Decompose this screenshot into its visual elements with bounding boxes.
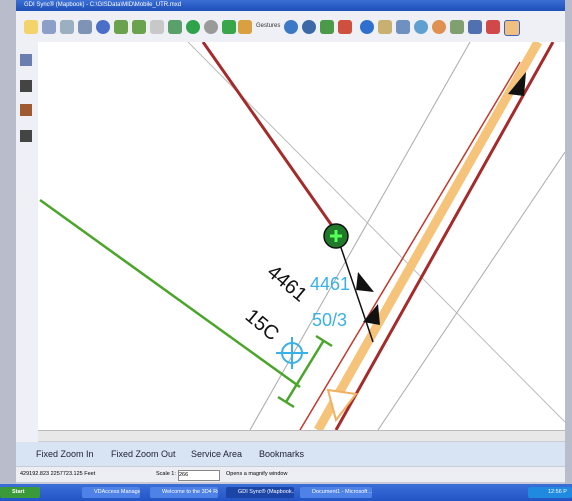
screen: GDI Sync® (Mapbook) - C:\GISData\MID\Mob… (0, 0, 572, 501)
tool-icon[interactable] (222, 20, 236, 34)
map-line (250, 42, 470, 430)
toolbar: Gestures (16, 11, 565, 42)
tool-icon[interactable] (504, 20, 520, 36)
tool-icon[interactable] (186, 20, 200, 34)
title-bar: GDI Sync® (Mapbook) - C:\GISData\MID\Mob… (16, 0, 565, 11)
map-line (278, 397, 294, 407)
tool-icon[interactable] (284, 20, 298, 34)
map-label: 50/3 (312, 310, 347, 330)
tool-icon[interactable] (20, 130, 32, 142)
gestures-label[interactable]: Gestures (256, 23, 280, 29)
tool-icon[interactable] (42, 20, 56, 34)
tool-icon[interactable] (24, 20, 38, 34)
taskbar-item[interactable]: Welcome to the 3D4 Ren... (150, 487, 218, 498)
map[interactable]: 4461 15C 4461 50/3 (38, 42, 565, 430)
map-label: 4461 (310, 274, 350, 294)
tab[interactable]: Fixed Zoom In (36, 449, 94, 459)
tab[interactable]: Fixed Zoom Out (111, 449, 176, 459)
arrow (363, 304, 380, 325)
map-symbol (276, 337, 308, 369)
scale-label: Scale 1: (156, 467, 176, 482)
taskbar-item[interactable]: Document1 - Microsoft ... (300, 487, 372, 498)
coordinates: 429192.823 2257723.125 Feet (20, 467, 95, 482)
tool-icon[interactable] (302, 20, 316, 34)
side-toolbar (16, 42, 38, 442)
map-label: 15C (241, 305, 283, 345)
left-margin (0, 0, 16, 484)
right-margin (565, 0, 572, 484)
map-line (40, 200, 300, 387)
tool-icon[interactable] (150, 20, 164, 34)
start-button[interactable]: Start (0, 487, 40, 498)
tab[interactable]: Bookmarks (259, 449, 304, 459)
tool-icon[interactable] (96, 20, 110, 34)
taskbar-item[interactable]: GDI Sync® (Mapbook... (226, 487, 294, 498)
tool-icon[interactable] (468, 20, 482, 34)
tool-icon[interactable] (20, 80, 32, 92)
map-line (203, 42, 335, 230)
tool-icon[interactable] (396, 20, 410, 34)
tool-icon[interactable] (338, 20, 352, 34)
tool-icon[interactable] (320, 20, 334, 34)
arrow (356, 272, 374, 292)
map-line (378, 152, 565, 430)
map-line (336, 42, 553, 430)
tab-bar: Fixed Zoom In Fixed Zoom Out Service Are… (16, 442, 565, 466)
tool-icon[interactable] (414, 20, 428, 34)
tool-icon[interactable] (20, 54, 32, 66)
taskbar-item[interactable]: VDAccess Manager (82, 487, 140, 498)
map-line (316, 336, 332, 346)
clock: 12:56 P (528, 487, 572, 498)
tool-icon[interactable] (132, 20, 146, 34)
tab[interactable]: Service Area (191, 449, 242, 459)
status-bar: 429192.823 2257723.125 Feet Scale 1: 266… (16, 467, 565, 482)
tool-icon[interactable] (432, 20, 446, 34)
tool-icon[interactable] (204, 20, 218, 34)
map-label: 4461 (263, 261, 311, 306)
tool-icon[interactable] (114, 20, 128, 34)
tool-icon[interactable] (378, 20, 392, 34)
tool-icon[interactable] (78, 20, 92, 34)
taskbar: Start VDAccess Manager Welcome to the 3D… (0, 484, 572, 501)
tool-icon[interactable] (60, 20, 74, 34)
tool-icon[interactable] (450, 20, 464, 34)
scale-input[interactable]: 266 (178, 470, 220, 481)
road (318, 42, 538, 430)
tool-icon[interactable] (486, 20, 500, 34)
tool-icon[interactable] (238, 20, 252, 34)
arrow (328, 390, 356, 420)
tool-icon[interactable] (168, 20, 182, 34)
tool-icon[interactable] (20, 104, 32, 116)
scrollbar[interactable] (38, 430, 565, 441)
status-hint: Opens a magnify window (226, 467, 287, 482)
tool-icon[interactable] (360, 20, 374, 34)
